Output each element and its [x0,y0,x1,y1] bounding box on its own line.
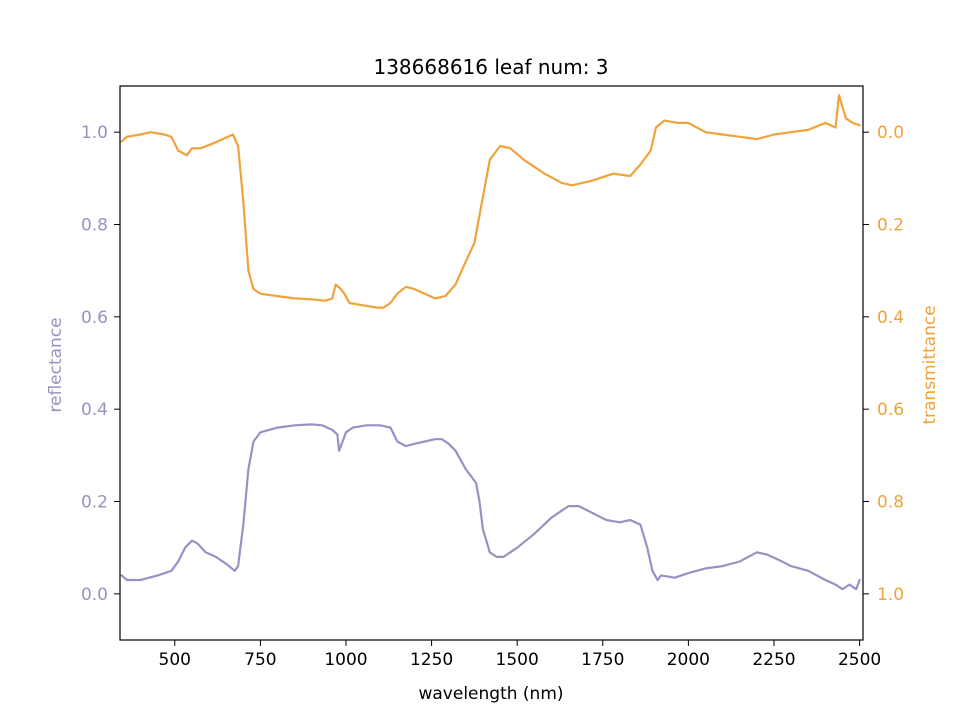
x-axis-label: wavelength (nm) [418,684,563,704]
x-tick-label: 2250 [752,650,795,670]
x-tick-label: 1750 [581,650,624,670]
y-axis-left: 0.0 0.2 0.4 0.6 0.8 1.0 [81,123,120,605]
x-tick-label: 750 [244,650,276,670]
x-tick-label: 1000 [324,650,367,670]
x-tick-label: 2000 [667,650,710,670]
y-right-tick-label: 0.8 [877,493,904,513]
y-right-tick-label: 0.4 [877,308,904,328]
y-axis-right: 0.0 0.2 0.4 0.6 0.8 1.0 [863,123,904,605]
x-tick-label: 500 [159,650,191,670]
y-right-tick-label: 0.0 [877,123,904,143]
series-layer [120,94,861,591]
y-axis-left-label: reflectance [46,317,66,412]
y-left-tick-label: 0.4 [81,400,108,420]
transmittance-line [120,94,861,309]
y-right-tick-label: 1.0 [877,585,904,605]
y-left-tick-label: 0.0 [81,585,108,605]
x-tick-label: 1500 [496,650,539,670]
x-tick-label: 1250 [410,650,453,670]
y-left-tick-label: 0.2 [81,493,108,513]
plot-frame [119,85,864,641]
y-right-tick-label: 0.6 [877,400,904,420]
plot-area [119,85,864,641]
y-left-tick-label: 1.0 [81,123,108,143]
y-axis-right-label: transmittance [920,305,940,424]
y-left-tick-label: 0.6 [81,308,108,328]
reflectance-line [120,423,861,591]
y-right-tick-label: 0.2 [877,216,904,236]
chart-title: 138668616 leaf num: 3 [373,55,608,79]
x-axis: 500 750 1000 1250 1500 1750 2000 2250 2500 [159,640,881,670]
x-tick-label: 2500 [838,650,881,670]
y-left-tick-label: 0.8 [81,216,108,236]
